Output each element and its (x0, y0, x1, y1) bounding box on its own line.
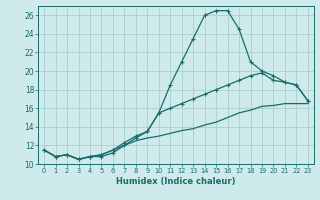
X-axis label: Humidex (Indice chaleur): Humidex (Indice chaleur) (116, 177, 236, 186)
